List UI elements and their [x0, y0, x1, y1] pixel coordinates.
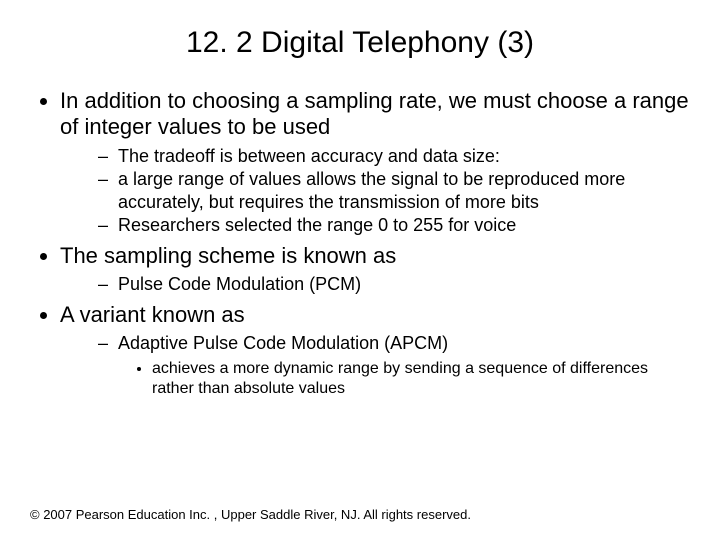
subsub-bullet-list: achieves a more dynamic range by sending…	[118, 359, 690, 399]
sub-bullet-item: The tradeoff is between accuracy and dat…	[98, 145, 690, 168]
sub-bullet-list: The tradeoff is between accuracy and dat…	[60, 145, 690, 237]
subsub-bullet-item: achieves a more dynamic range by sending…	[152, 359, 690, 399]
sub-bullet-item: Researchers selected the range 0 to 255 …	[98, 214, 690, 237]
subsub-bullet-text: achieves a more dynamic range by sending…	[152, 360, 648, 397]
sub-bullet-text: The tradeoff is between accuracy and dat…	[118, 146, 500, 166]
bullet-item: In addition to choosing a sampling rate,…	[60, 88, 690, 237]
bullet-list: In addition to choosing a sampling rate,…	[30, 88, 690, 399]
slide-body: In addition to choosing a sampling rate,…	[0, 88, 720, 399]
sub-bullet-item: Pulse Code Modulation (PCM)	[98, 273, 690, 296]
sub-bullet-list: Pulse Code Modulation (PCM)	[60, 273, 690, 296]
sub-bullet-text: Researchers selected the range 0 to 255 …	[118, 215, 516, 235]
bullet-item: A variant known as Adaptive Pulse Code M…	[60, 302, 690, 399]
bullet-text: The sampling scheme is known as	[60, 243, 396, 268]
sub-bullet-text: Pulse Code Modulation (PCM)	[118, 274, 361, 294]
sub-bullet-text: Adaptive Pulse Code Modulation (APCM)	[118, 333, 448, 353]
sub-bullet-text: a large range of values allows the signa…	[118, 169, 625, 212]
sub-bullet-list: Adaptive Pulse Code Modulation (APCM) ac…	[60, 332, 690, 399]
bullet-item: The sampling scheme is known as Pulse Co…	[60, 243, 690, 296]
slide: 12. 2 Digital Telephony (3) In addition …	[0, 0, 720, 540]
slide-title: 12. 2 Digital Telephony (3)	[0, 0, 720, 88]
copyright-footer: © 2007 Pearson Education Inc. , Upper Sa…	[30, 507, 471, 522]
bullet-text: In addition to choosing a sampling rate,…	[60, 88, 689, 139]
sub-bullet-item: Adaptive Pulse Code Modulation (APCM) ac…	[98, 332, 690, 399]
bullet-text: A variant known as	[60, 302, 245, 327]
sub-bullet-item: a large range of values allows the signa…	[98, 168, 690, 213]
